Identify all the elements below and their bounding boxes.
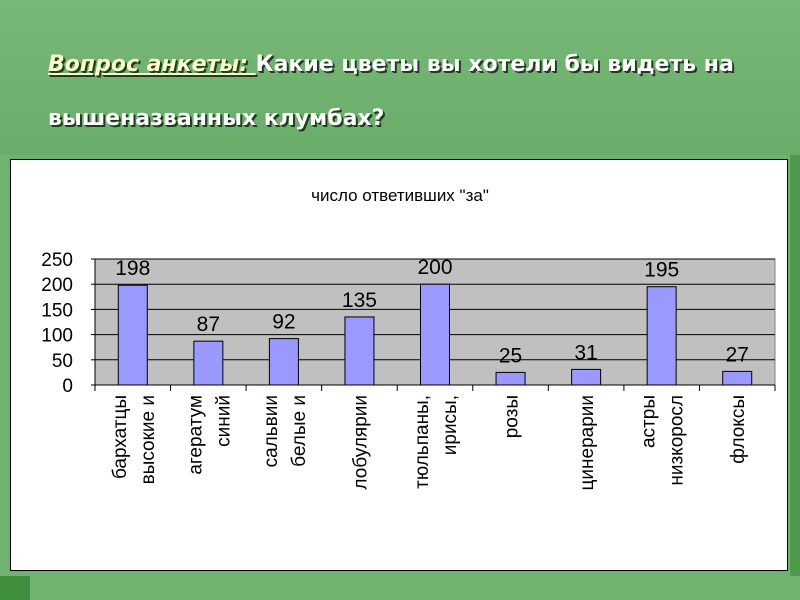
data-label: 87 xyxy=(197,313,220,336)
slide-title-rest: Какие цветы вы хотели бы видеть на вышен… xyxy=(48,52,734,131)
bar xyxy=(420,283,450,386)
y-tick-label: 200 xyxy=(41,275,73,296)
x-tick-label: ирисы, xyxy=(440,395,461,455)
x-tick-label: сальвии xyxy=(261,395,282,467)
slide-title-lead: Вопрос анкеты: xyxy=(48,52,256,77)
x-tick-label: белые и xyxy=(289,395,310,467)
y-tick-label: 50 xyxy=(52,351,73,372)
data-label: 25 xyxy=(499,344,522,367)
data-label: 31 xyxy=(574,341,597,364)
x-tick-label: бархатцы xyxy=(110,395,131,479)
bar xyxy=(268,338,299,386)
data-label: 135 xyxy=(342,289,377,312)
x-tick-label: астры xyxy=(639,395,660,448)
data-label: 198 xyxy=(115,257,150,280)
y-tick-label: 100 xyxy=(41,326,73,347)
y-tick-label: 150 xyxy=(41,300,73,321)
y-tick-label: 250 xyxy=(41,250,73,271)
bar xyxy=(722,370,753,386)
x-tick-label: высокие и xyxy=(138,395,159,484)
x-tick-label: низкоросл xyxy=(667,395,688,486)
data-label: 27 xyxy=(726,343,749,366)
data-label: 195 xyxy=(644,259,679,282)
y-tick-label: 0 xyxy=(62,376,73,397)
slide-title: Вопрос анкеты: Какие цветы вы хотели бы … xyxy=(48,38,748,146)
bottom-band-accent xyxy=(0,576,30,600)
x-tick-label: флоксы xyxy=(728,395,749,464)
right-edge-band xyxy=(790,155,800,576)
x-tick-label: агератум xyxy=(185,395,206,475)
x-tick-label: лобулярии xyxy=(350,395,371,490)
x-tick-label: цинерарии xyxy=(577,395,598,490)
chart-title: число ответивших "за" xyxy=(311,186,489,205)
x-tick-label: розы xyxy=(502,395,523,438)
bar xyxy=(193,340,224,386)
bar xyxy=(117,284,148,386)
bar xyxy=(495,371,526,386)
data-label: 92 xyxy=(272,311,295,334)
x-tick-label: синий xyxy=(213,395,234,447)
header-band xyxy=(0,0,800,155)
bottom-band xyxy=(0,576,800,600)
bar xyxy=(344,316,375,386)
bar xyxy=(646,286,677,386)
bar xyxy=(571,368,602,386)
x-tick-label: тюльпаны, xyxy=(412,395,433,489)
data-label: 200 xyxy=(417,256,452,279)
